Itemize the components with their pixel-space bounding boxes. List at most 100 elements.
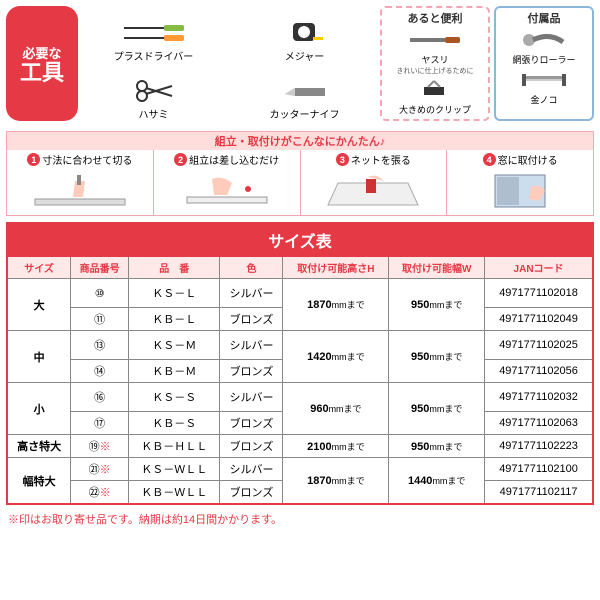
item-sub: きれいに仕上げるために (397, 66, 474, 76)
cell-code: ＫＢ－ＨＬＬ (129, 435, 220, 458)
step-text: 組立は差し込むだけ (189, 152, 279, 167)
table-row: 高さ特大⑲※ＫＢ－ＨＬＬブロンズ2100mmまで950mmまで497177110… (7, 435, 593, 458)
tools-section: 必要な 工具 プラスドライバー メジャー ハサミ カッターナイフ あると便利 ヤ… (0, 0, 600, 127)
file-icon (405, 27, 465, 53)
step-text: 寸法に合わせて切る (42, 152, 132, 167)
step-4: 4窓に取付ける (447, 150, 593, 215)
cell-w: 950mmまで (389, 383, 485, 435)
scissors-icon (132, 74, 176, 106)
step-num: 3 (336, 153, 349, 166)
screwdriver-icon (119, 16, 189, 48)
th-color: 色 (220, 257, 283, 279)
cell-h: 1420mmまで (283, 331, 389, 383)
steps-header: 組立・取付けがこんなにかんたん♪ (7, 132, 593, 150)
th-size: サイズ (7, 257, 71, 279)
cell-color: シルバー (220, 279, 283, 308)
cell-code: ＫＳ－Ｌ (129, 279, 220, 308)
cell-jan: 4971771102223 (485, 435, 593, 458)
step-num: 4 (483, 153, 496, 166)
tools-badge: 必要な 工具 (6, 6, 78, 121)
cell-w: 950mmまで (389, 331, 485, 383)
cell-num: ㉑※ (71, 458, 129, 481)
step-3: 3ネットを張る (301, 150, 448, 215)
cell-code: ＫＢ－ＷＬＬ (129, 481, 220, 505)
cell-color: ブロンズ (220, 481, 283, 505)
step-num: 2 (174, 153, 187, 166)
table-row: 大⑩ＫＳ－Ｌシルバー1870mmまで950mmまで4971771102018 (7, 279, 593, 308)
cell-size: 大 (7, 279, 71, 331)
item-label: ヤスリ (421, 53, 448, 66)
cell-w: 1440mmまで (389, 458, 485, 505)
table-header-row: サイズ 商品番号 品 番 色 取付け可能高さH 取付け可能幅W JANコード (7, 257, 593, 279)
cell-h: 1870mmまで (283, 279, 389, 331)
step3-icon (303, 169, 445, 213)
table-title: サイズ表 (7, 223, 593, 257)
cell-jan: 4971771102100 (485, 458, 593, 481)
cell-w: 950mmまで (389, 279, 485, 331)
tool-cutter: カッターナイフ (233, 65, 376, 122)
th-num: 商品番号 (71, 257, 129, 279)
step-num: 1 (27, 153, 40, 166)
tool-saw: 金ノコ (519, 67, 569, 106)
badge-line2: 工具 (20, 62, 64, 84)
tool-label: メジャー (285, 48, 325, 63)
steps-section: 組立・取付けがこんなにかんたん♪ 1寸法に合わせて切る 2組立は差し込むだけ 3… (6, 131, 594, 216)
step2-icon (156, 169, 298, 213)
cell-color: シルバー (220, 458, 283, 481)
cell-code: ＫＢ－Ｓ (129, 412, 220, 435)
cell-jan: 4971771102056 (485, 360, 593, 383)
item-label: 網張りローラー (512, 53, 575, 66)
cell-code: ＫＢ－Ｍ (129, 360, 220, 383)
cell-code: ＫＳ－Ｍ (129, 331, 220, 360)
cell-size: 小 (7, 383, 71, 435)
th-jan: JANコード (485, 257, 593, 279)
size-table: サイズ表 サイズ 商品番号 品 番 色 取付け可能高さH 取付け可能幅W JAN… (6, 222, 594, 505)
tool-label: プラスドライバー (114, 48, 194, 63)
tool-file: ヤスリ きれいに仕上げるために (397, 27, 474, 76)
cell-color: ブロンズ (220, 360, 283, 383)
cell-h: 1870mmまで (283, 458, 389, 505)
cell-color: ブロンズ (220, 308, 283, 331)
cell-num: ⑲※ (71, 435, 129, 458)
cell-num: ⑯ (71, 383, 129, 412)
cell-size: 中 (7, 331, 71, 383)
cell-jan: 4971771102117 (485, 481, 593, 505)
th-code: 品 番 (129, 257, 220, 279)
blue-title: 付属品 (528, 10, 561, 26)
table-body: 大⑩ＫＳ－Ｌシルバー1870mmまで950mmまで4971771102018⑪Ｋ… (7, 279, 593, 505)
cell-num: ⑩ (71, 279, 129, 308)
step1-icon (9, 169, 151, 213)
cell-code: ＫＳ－Ｓ (129, 383, 220, 412)
cell-color: シルバー (220, 383, 283, 412)
step4-icon (449, 169, 591, 213)
item-label: 金ノコ (530, 93, 557, 106)
cell-h: 960mmまで (283, 383, 389, 435)
cell-num: ⑪ (71, 308, 129, 331)
item-label: 大きめのクリップ (399, 103, 471, 116)
th-h: 取付け可能高さH (283, 257, 389, 279)
tool-label: ハサミ (139, 106, 169, 121)
cell-jan: 4971771102049 (485, 308, 593, 331)
cell-h: 2100mmまで (283, 435, 389, 458)
pink-title: あると便利 (408, 10, 463, 26)
cell-num: ⑰ (71, 412, 129, 435)
tape-icon (285, 16, 325, 48)
tools-grid: プラスドライバー メジャー ハサミ カッターナイフ (82, 6, 376, 121)
cutter-icon (280, 74, 330, 106)
cell-code: ＫＳ－ＷＬＬ (129, 458, 220, 481)
step-text: ネットを張る (351, 152, 411, 167)
cell-w: 950mmまで (389, 435, 485, 458)
cell-size: 高さ特大 (7, 435, 71, 458)
cell-color: ブロンズ (220, 435, 283, 458)
optional-tools-box: あると便利 ヤスリ きれいに仕上げるために 大きめのクリップ (380, 6, 490, 121)
cell-jan: 4971771102018 (485, 279, 593, 308)
step-2: 2組立は差し込むだけ (154, 150, 301, 215)
footnote: ※印はお取り寄せ品です。納期は約14日間かかります。 (8, 511, 592, 527)
table-row: 幅特大㉑※ＫＳ－ＷＬＬシルバー1870mmまで1440mmまで497177110… (7, 458, 593, 481)
tool-label: カッターナイフ (270, 106, 340, 121)
table-row: 小⑯ＫＳ－Ｓシルバー960mmまで950mmまで4971771102032 (7, 383, 593, 412)
tool-scissors: ハサミ (82, 65, 225, 122)
saw-icon (519, 67, 569, 93)
step-text: 窓に取付ける (498, 152, 558, 167)
cell-jan: 4971771102063 (485, 412, 593, 435)
